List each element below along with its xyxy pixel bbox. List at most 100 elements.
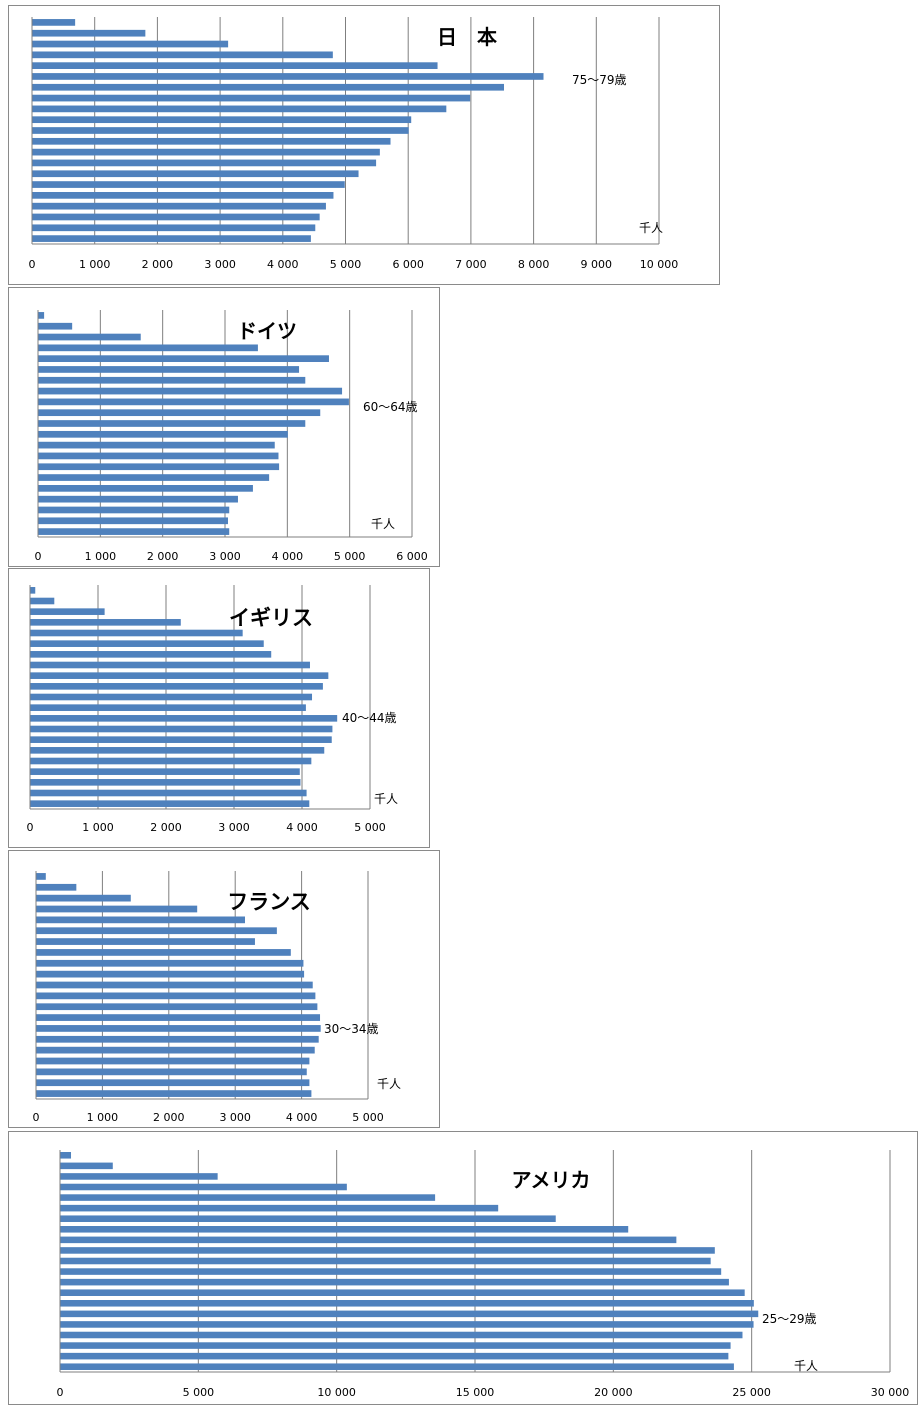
x-tick-label: 2 000 — [147, 550, 179, 563]
chart-panel-uk: 0 1 000 2 000 3 000 4 000 5 000 イギリス 40〜44歳 千人 — [8, 568, 430, 848]
bar — [38, 312, 45, 319]
bar — [36, 927, 277, 935]
chart-title: ドイツ — [237, 319, 297, 343]
x-tick-label: 10 000 — [317, 1386, 356, 1399]
bar — [30, 725, 333, 733]
x-tick-label: 5 000 — [334, 550, 366, 563]
bar — [38, 506, 230, 514]
chart-japan: 0 1 000 2 000 3 000 4 000 5 000 6 000 7 000 8 00… — [29, 17, 678, 271]
age-annotation: 25〜29歳 — [762, 1312, 817, 1326]
bar — [60, 1310, 759, 1318]
age-annotation: 75〜79歳 — [572, 73, 627, 87]
bar — [32, 40, 229, 48]
chart-title: 日 本 — [437, 25, 497, 49]
x-tick-label: 0 — [57, 1386, 64, 1399]
bar — [30, 640, 264, 647]
bar — [32, 181, 345, 188]
bar — [60, 1257, 711, 1265]
x-tick-label: 4 000 — [286, 821, 318, 834]
bar — [60, 1162, 113, 1170]
bar — [36, 1046, 315, 1054]
bar — [60, 1173, 218, 1180]
bar — [32, 224, 316, 232]
chart-panel-germany: 0 1 000 2 000 3 000 4 000 5 000 6 000 ドイツ 60〜64歳… — [8, 287, 440, 567]
x-tick-label: 15 000 — [456, 1386, 495, 1399]
bar — [36, 883, 77, 891]
x-tick-label: 25 000 — [732, 1386, 771, 1399]
bar — [30, 629, 243, 637]
x-tick-label: 0 — [33, 1111, 40, 1124]
bar — [38, 452, 279, 460]
bar — [30, 768, 300, 775]
bar — [60, 1321, 754, 1328]
chart-title: イギリス — [229, 606, 313, 630]
bar — [32, 73, 544, 80]
bar — [36, 1057, 310, 1065]
x-tick-label: 20 000 — [594, 1386, 633, 1399]
x-tick-label: 5 000 — [352, 1111, 384, 1124]
bar — [32, 51, 333, 59]
bar — [60, 1226, 629, 1233]
bar — [30, 597, 55, 605]
bar — [36, 1068, 307, 1076]
bar — [36, 894, 131, 902]
bar — [32, 116, 412, 124]
bar — [38, 430, 288, 438]
bar — [38, 474, 270, 481]
bar — [30, 683, 323, 690]
bar — [60, 1352, 729, 1360]
x-tick-label: 0 — [35, 550, 42, 563]
x-tick-label: 5 000 — [330, 258, 362, 271]
x-tick-label: 5 000 — [183, 1386, 215, 1399]
bar — [38, 387, 343, 395]
bar — [38, 322, 73, 330]
bar — [32, 29, 146, 37]
x-tick-label: 0 — [29, 258, 36, 271]
age-annotation: 40〜44歳 — [342, 711, 397, 725]
chart-title: フランス — [227, 890, 311, 914]
bar — [32, 83, 505, 91]
bar — [32, 94, 471, 102]
bar — [30, 587, 36, 594]
bar — [36, 992, 316, 1000]
bar — [30, 704, 306, 711]
bar — [30, 736, 332, 743]
bar — [32, 170, 359, 178]
bar — [38, 495, 238, 503]
chart-title: アメリカ — [512, 1168, 591, 1192]
bar — [32, 62, 438, 69]
bar — [32, 202, 326, 210]
bar — [38, 366, 300, 373]
bar — [36, 1035, 319, 1043]
bar — [36, 873, 46, 880]
bar — [36, 1014, 321, 1021]
bar — [36, 1079, 310, 1087]
bar — [60, 1268, 722, 1275]
bar — [38, 344, 258, 352]
x-tick-label: 9 000 — [581, 258, 613, 271]
x-tick-label: 8 000 — [518, 258, 550, 271]
x-tick-label: 3 000 — [209, 550, 241, 563]
bar — [36, 916, 245, 924]
bar — [32, 105, 447, 113]
x-tick-label: 2 000 — [142, 258, 174, 271]
x-tick-label: 0 — [27, 821, 34, 834]
bar — [30, 747, 325, 754]
bar — [30, 789, 307, 797]
x-tick-label: 1 000 — [85, 550, 117, 563]
bar — [38, 409, 321, 417]
bar — [60, 1152, 72, 1159]
bar — [32, 192, 334, 199]
bar — [60, 1194, 436, 1201]
chart-germany: 0 1 000 2 000 3 000 4 000 5 000 6 000 ドイツ 60〜64歳… — [35, 310, 428, 563]
unit-label: 千人 — [639, 221, 663, 235]
bar — [38, 333, 141, 341]
unit-label: 千人 — [371, 517, 395, 531]
bar — [38, 420, 306, 427]
x-tick-label: 6 000 — [392, 258, 424, 271]
bar — [32, 19, 76, 26]
bar — [32, 148, 380, 156]
x-tick-label: 2 000 — [150, 821, 182, 834]
bar — [32, 159, 377, 167]
